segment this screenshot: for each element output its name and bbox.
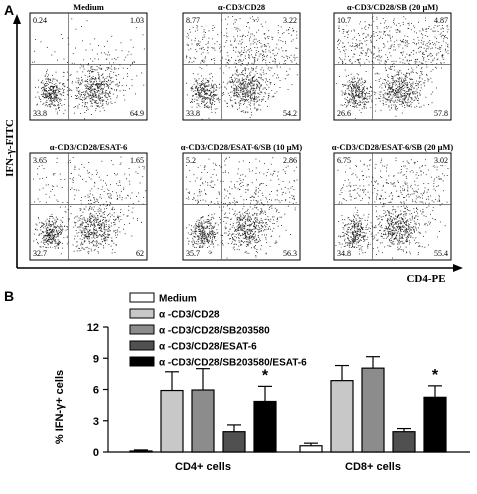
dot-plot-frame	[182, 152, 301, 261]
dot-plot: Medium 0.24 1.03 33.8 64.9	[29, 2, 148, 121]
quadrant-percent-lr: 55.4	[434, 249, 448, 258]
significance-marker: *	[262, 367, 269, 384]
category-label: CD8+ cells	[345, 461, 401, 473]
y-axis-arrowhead	[13, 14, 21, 24]
quadrant-percent-ul: 8.77	[186, 16, 200, 25]
quadrant-percent-ur: 1.03	[130, 16, 144, 25]
bar-chart: Medium α -CD3/CD28 α -CD3/CD28/SB203580 α -…	[54, 292, 470, 473]
legend-label: α -CD3/CD28/SB203580/ESAT-6	[159, 358, 307, 369]
dot-plot-title: α-CD3/CD28/SB (20 μM)	[347, 2, 438, 12]
quadrant-percent-lr: 56.3	[283, 249, 297, 258]
category-label: CD4+ cells	[175, 461, 231, 473]
panel-a-label: A	[4, 2, 15, 18]
quadrant-percent-ll: 35.7	[186, 249, 200, 258]
dot-plot-title: α-CD3/CD28	[218, 2, 265, 12]
dot-plot-title: α-CD3/CD28/ESAT-6/SB (20 μM)	[332, 142, 454, 152]
legend-label: α -CD3/CD28	[159, 310, 220, 321]
x-axis-arrowhead	[453, 264, 463, 272]
legend-swatch	[129, 292, 155, 303]
legend-swatch	[129, 324, 155, 335]
quadrant-percent-ll: 26.6	[337, 109, 351, 118]
dot-plot: α-CD3/CD28/ESAT-6/SB (20 μM) 6.75 3.02 34.8…	[332, 142, 454, 261]
dot-plot-frame	[182, 12, 301, 121]
quadrant-percent-ll: 32.7	[33, 249, 47, 258]
bar	[392, 431, 416, 453]
y-tick-label: 12	[87, 322, 99, 334]
bar	[160, 389, 184, 453]
y-tick-label: 3	[93, 416, 99, 428]
dot-plot: α-CD3/CD28/ESAT-6/SB (10 μM) 5.2 2.86 35.7 5…	[181, 142, 303, 261]
bar	[330, 380, 354, 453]
legend-swatch	[129, 308, 155, 319]
y-tick-label: 6	[93, 385, 99, 397]
quadrant-percent-ul: 10.7	[337, 16, 351, 25]
event-dots	[335, 157, 449, 259]
quadrant-percent-ll: 34.8	[337, 249, 351, 258]
event-dots	[33, 156, 147, 256]
y-axis-label: IFN-γ-FITC	[4, 119, 16, 177]
quadrant-percent-lr: 57.8	[434, 109, 448, 118]
event-dots	[32, 18, 145, 120]
bar	[129, 450, 153, 453]
quadrant-percent-lr: 62	[136, 249, 144, 258]
quadrant-percent-ur: 1.65	[130, 156, 144, 165]
event-dots	[186, 156, 298, 259]
bar	[253, 400, 277, 453]
bar-chart-ylabel: % IFN-γ+ cells	[54, 370, 66, 444]
y-tick-label: 9	[93, 353, 99, 365]
bar	[191, 389, 215, 453]
quadrant-percent-ul: 5.2	[186, 156, 196, 165]
dot-plot-frame	[29, 152, 148, 261]
quadrant-percent-ur: 3.22	[283, 16, 297, 25]
quadrant-percent-ll: 33.8	[33, 109, 47, 118]
quadrant-percent-lr: 54.2	[283, 109, 297, 118]
y-tick-label: 0	[93, 447, 99, 459]
bar	[423, 396, 447, 453]
quadrant-percent-ur: 2.86	[283, 156, 297, 165]
bar	[299, 445, 323, 453]
legend-swatch	[129, 356, 155, 367]
quadrant-percent-ul: 6.75	[337, 156, 351, 165]
legend-label: Medium	[159, 294, 197, 305]
quadrant-percent-ul: 3.65	[33, 156, 47, 165]
dot-plot-frame	[29, 12, 148, 121]
quadrant-percent-ur: 4.87	[434, 16, 448, 25]
quadrant-percent-ll: 33.8	[186, 109, 200, 118]
flow-cytometry-panel: Medium 0.24 1.03 33.8 64.9 α-CD3/CD28 8.77 3.22…	[4, 2, 463, 285]
dot-plot-title: Medium	[73, 2, 104, 12]
bar	[222, 431, 246, 453]
x-axis-label: CD4-PE	[406, 273, 445, 285]
quadrant-percent-ur: 3.02	[434, 156, 448, 165]
quadrant-percent-ul: 0.24	[33, 16, 47, 25]
dot-plot-title: α-CD3/CD28/ESAT-6/SB (10 μM)	[181, 142, 303, 152]
legend-swatch	[129, 340, 155, 351]
significance-marker: *	[432, 367, 439, 384]
panel-b-label: B	[4, 288, 15, 304]
dot-plot: α-CD3/CD28 8.77 3.22 33.8 54.2	[182, 2, 301, 121]
dot-plot-title: α-CD3/CD28/ESAT-6	[50, 142, 127, 152]
bar	[361, 367, 385, 453]
event-dots	[186, 16, 298, 120]
dot-plot: α-CD3/CD28/SB (20 μM) 10.7 4.87 26.6 57.8	[333, 2, 452, 121]
quadrant-percent-lr: 64.9	[130, 109, 144, 118]
legend-label: α -CD3/CD28/ESAT-6	[159, 342, 257, 353]
dot-plot: α-CD3/CD28/ESAT-63.65 1.65 32.7 62	[29, 142, 148, 261]
legend-label: α -CD3/CD28/SB203580	[159, 326, 270, 337]
